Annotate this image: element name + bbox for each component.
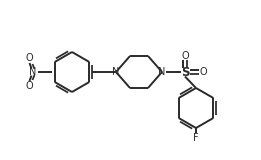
Text: N: N	[158, 67, 166, 77]
Text: O: O	[26, 81, 33, 91]
Text: O: O	[26, 53, 33, 63]
Text: S: S	[181, 65, 189, 79]
Text: O: O	[199, 67, 207, 77]
Text: N: N	[29, 67, 36, 77]
Text: O: O	[181, 51, 189, 61]
Text: F: F	[193, 133, 199, 143]
Text: N: N	[112, 67, 120, 77]
